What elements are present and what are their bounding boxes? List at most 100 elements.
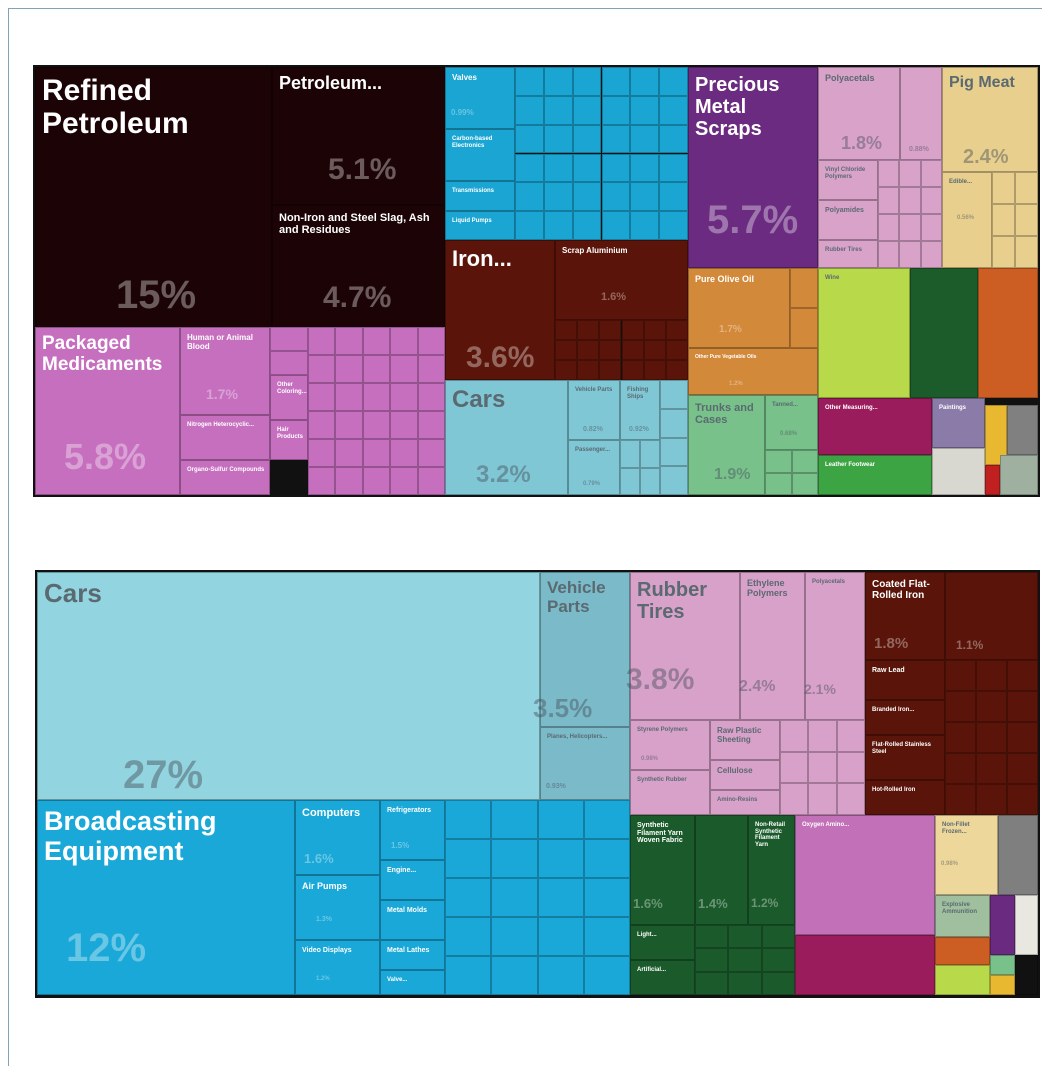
value-label: 3.6%: [466, 341, 535, 374]
tile-label: Tanned...: [772, 402, 798, 408]
tile: [543, 182, 573, 212]
tile: [808, 720, 837, 752]
tile: [390, 467, 418, 495]
tile: [555, 320, 578, 340]
tile: [761, 925, 795, 949]
tile-label: Coated Flat-Rolled Iron: [872, 579, 930, 601]
tile: [920, 187, 942, 214]
value-label: 1.3%: [316, 916, 332, 923]
tile: [270, 327, 308, 351]
tile-label: Nitrogen Heterocyclic...: [187, 422, 255, 428]
tile: [761, 971, 795, 995]
tile: [601, 153, 631, 183]
tile: [390, 355, 418, 383]
tile: [878, 187, 900, 214]
tile: [780, 783, 809, 815]
tile: [791, 450, 818, 473]
tile: [808, 783, 837, 815]
tile-label: Precious Metal Scraps: [695, 74, 780, 140]
tile: [659, 211, 688, 240]
tile: [543, 95, 573, 125]
tile: [640, 440, 660, 468]
tile: [695, 948, 729, 972]
page-border: [8, 8, 1042, 1066]
tile: [308, 327, 336, 355]
tile: [976, 722, 1007, 753]
value-label: 0.93%: [546, 783, 566, 790]
tile: [761, 948, 795, 972]
tile-label: Polyacetals: [825, 73, 875, 83]
treemap-tile: Other Pure Vegetable Oils 1.2%: [688, 348, 818, 395]
value-label: 1.6%: [601, 291, 627, 303]
tile-label: Edible...: [949, 179, 973, 185]
tile: [621, 340, 644, 360]
tile-label: Leather Footwear: [825, 462, 876, 468]
tile: [335, 355, 363, 383]
tile-label: Transmissions: [452, 188, 495, 194]
treemap-tile: Edible... 0.56%: [942, 172, 992, 268]
tile: [660, 437, 688, 467]
tile: [572, 95, 602, 125]
tile-label: Non-Retail Synthetic Filament Yarn: [755, 822, 785, 848]
treemap-tile: Valve...: [380, 970, 445, 995]
value-label: 1.7%: [206, 386, 238, 402]
treemap-tile: Metal Lathes: [380, 940, 445, 970]
value-label: 1.9%: [714, 466, 751, 483]
tile-label: Organo-Sulfur Compounds: [187, 467, 265, 473]
tile-label: Pig Meat: [949, 74, 1015, 91]
treemap-tile: Human or Animal Blood 1.7%: [180, 327, 270, 415]
tile: [878, 214, 900, 241]
treemap-tile: Hot-Rolled Iron: [865, 780, 945, 815]
tile-label: Raw Lead: [872, 667, 905, 674]
tile-label: Paintings: [939, 405, 967, 411]
tile: [390, 383, 418, 411]
tile-label: Branded Iron...: [872, 707, 915, 713]
tile: [899, 187, 921, 214]
tile-label: Human or Animal Blood: [187, 333, 253, 351]
tile-label: Air Pumps: [302, 881, 348, 891]
tile: [878, 160, 900, 187]
tile: [910, 268, 978, 398]
tile: [791, 472, 818, 495]
tile-label: Liquid Pumps: [452, 218, 492, 224]
value-label: 2.4%: [963, 146, 1009, 168]
tile: [660, 380, 688, 409]
tile: [990, 895, 1015, 955]
tile: [1015, 895, 1038, 955]
treemap-tile: 0.88%: [900, 67, 942, 160]
treemap-tile: Pig Meat 2.4%: [942, 67, 1038, 172]
tile-label: Other Measuring...: [825, 405, 878, 411]
tile: [630, 67, 660, 96]
treemap-tile: Fishing Ships 0.92%: [620, 380, 660, 440]
value-label: 3.5%: [533, 693, 593, 723]
value-label: 1.4%: [698, 896, 728, 911]
tile: [515, 124, 544, 154]
tile: [491, 839, 538, 878]
tile: [537, 956, 584, 995]
tile: [390, 411, 418, 439]
tile-label: Refrigerators: [387, 807, 431, 814]
tile: [976, 753, 1007, 784]
tile: [660, 408, 688, 438]
tile-label: Cars: [44, 578, 102, 608]
treemap-tile: Leather Footwear: [818, 455, 932, 495]
treemap-tile: Precious Metal Scraps 5.7%: [688, 67, 818, 268]
tile: [601, 67, 631, 96]
treemap-tile: Iron... 3.6%: [445, 240, 555, 380]
treemap-tile: Engine...: [380, 860, 445, 900]
tile-label: Polyamides: [825, 207, 864, 214]
tile: [362, 439, 391, 467]
tile: [308, 383, 336, 411]
tile: [515, 67, 544, 96]
tile: [620, 467, 640, 495]
treemap-tile: Non-Iron and Steel Slag, Ash and Residue…: [272, 205, 445, 327]
tile: [765, 450, 792, 473]
tile-label: Non-Iron and Steel Slag, Ash and Residue…: [279, 212, 430, 237]
tile: [695, 971, 729, 995]
tile-label: Synthetic Rubber: [637, 777, 687, 783]
value-label: 12%: [66, 926, 147, 970]
tile: [577, 360, 600, 380]
tile-label: Pure Olive Oil: [695, 274, 755, 284]
tile-label: Broadcasting Equipment: [44, 806, 217, 866]
treemap-tile: Polyamides: [818, 200, 878, 240]
